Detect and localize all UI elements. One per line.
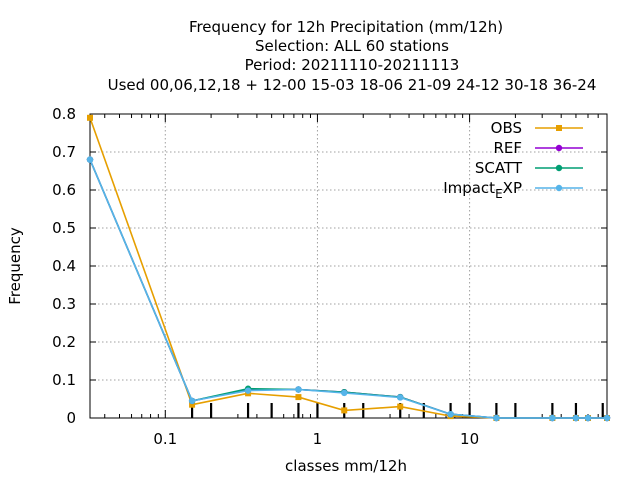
legend-label: SCATT [475, 159, 523, 177]
series-line [89, 159, 607, 419]
y-tick-label: 0 [66, 409, 76, 427]
legend: OBS REF SCATT ImpactEXP [443, 119, 583, 201]
data-point [603, 414, 611, 422]
y-tick-label: 0.1 [52, 371, 76, 389]
y-tick-label: 0.7 [52, 143, 76, 161]
series-line [89, 159, 607, 419]
title-line-4: Used 00,06,12,18 + 12-00 15-03 18-06 21-… [108, 76, 597, 94]
data-point [341, 389, 348, 397]
title-line-3: Period: 20211110-20211113 [245, 56, 460, 74]
legend-label: ImpactEXP [443, 179, 522, 201]
y-tick-label: 0.6 [52, 181, 76, 199]
title-line-2: Selection: ALL 60 stations [255, 37, 449, 55]
title-line-1: Frequency for 12h Precipitation (mm/12h) [189, 18, 503, 36]
data-point [87, 114, 93, 121]
legend-entry-scatt: SCATT [475, 159, 583, 177]
legend-marker [556, 125, 562, 131]
y-axis-label: Frequency [6, 227, 24, 305]
y-tick-label: 0.5 [52, 219, 76, 237]
data-point [584, 414, 592, 422]
data-series [86, 114, 611, 422]
legend-entry-ref: REF [493, 139, 583, 157]
x-tick-label: 1 [313, 430, 323, 448]
grid-lines [90, 114, 607, 418]
plot-frame [89, 113, 608, 419]
legend-entry-impact_exp: ImpactEXP [443, 179, 583, 201]
legend-label: REF [493, 139, 522, 157]
data-point [189, 401, 196, 408]
data-point [572, 414, 580, 422]
series-impact_exp [86, 156, 611, 422]
x-tick-label: 0.1 [153, 430, 177, 448]
data-point [244, 387, 252, 394]
y-tick-label: 0.4 [52, 257, 76, 275]
data-point [341, 407, 348, 414]
x-axis-label: classes mm/12h [285, 457, 407, 475]
data-point [549, 414, 556, 422]
data-point [295, 394, 302, 401]
plot-area [89, 113, 608, 419]
series-line [89, 117, 607, 419]
data-point [188, 397, 196, 405]
legend-label: OBS [491, 119, 522, 137]
x-axis: 0.1 1 10 [104, 114, 599, 448]
x-tick-label: 10 [460, 430, 479, 448]
series-line [89, 159, 607, 419]
y-tick-label: 0.2 [52, 333, 76, 351]
legend-marker [555, 184, 563, 192]
legend-entry-obs: OBS [491, 119, 583, 137]
legend-marker [555, 164, 563, 172]
y-tick-label: 0.8 [52, 105, 76, 123]
chart-title: Frequency for 12h Precipitation (mm/12h)… [108, 18, 597, 94]
data-point [86, 156, 94, 163]
y-axis: 0 0.1 0.2 0.3 0.4 0.5 0.6 0.7 0.8 [52, 105, 607, 427]
series-ref [86, 156, 611, 422]
data-point [295, 386, 302, 393]
legend-marker [555, 144, 563, 152]
data-point [397, 394, 404, 401]
series-scatt [86, 156, 611, 422]
data-point [397, 403, 404, 410]
y-tick-label: 0.3 [52, 295, 76, 313]
data-point [447, 411, 454, 418]
data-point [493, 414, 500, 422]
